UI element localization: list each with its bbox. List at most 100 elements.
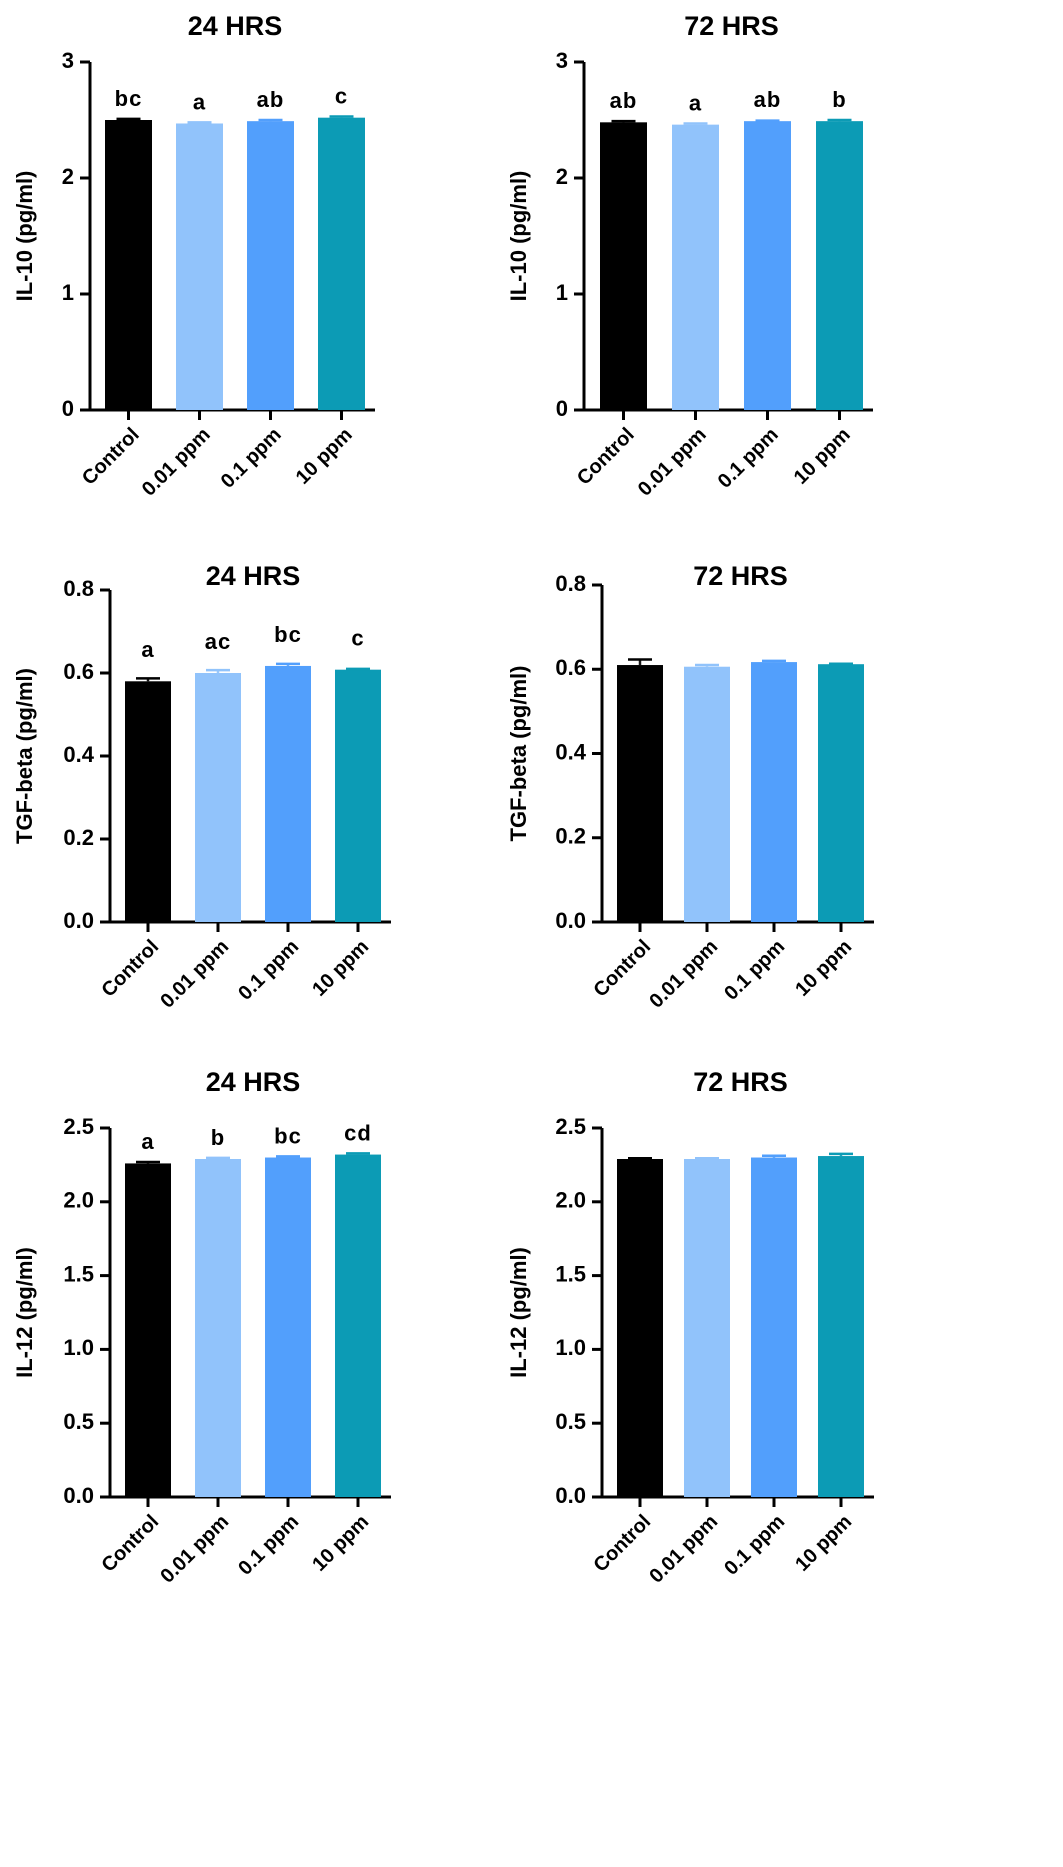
significance-label: a <box>141 1129 154 1154</box>
bar-10-ppm <box>816 121 863 410</box>
x-tick-label: Control <box>589 1511 655 1577</box>
y-tick-label: 1.5 <box>555 1261 586 1286</box>
bar-0-1-ppm <box>751 662 797 922</box>
bar-10-ppm <box>335 1154 381 1497</box>
significance-label: ab <box>610 88 638 113</box>
bar-control <box>617 665 663 922</box>
bar-0-1-ppm <box>247 121 294 410</box>
chart-title: 72 HRS <box>693 561 788 591</box>
x-tick-label: 10 ppm <box>308 936 373 1001</box>
chart-title: 24 HRS <box>188 11 283 41</box>
x-tick-label: Control <box>97 936 163 1002</box>
significance-label: bc <box>274 622 302 647</box>
bar-0-01-ppm <box>195 1158 241 1497</box>
y-tick-label: 0.0 <box>555 1483 586 1508</box>
y-tick-label: 0.0 <box>63 1483 94 1508</box>
y-axis-label: IL-10 (pg/ml) <box>12 171 37 302</box>
y-tick-label: 2.5 <box>63 1114 94 1139</box>
significance-label: c <box>335 83 348 108</box>
x-tick-label: Control <box>78 424 144 490</box>
x-tick-label: 0.1 ppm <box>234 936 303 1005</box>
x-tick-label: 10 ppm <box>791 1511 856 1576</box>
y-tick-label: 0.0 <box>63 908 94 933</box>
y-tick-label: 0 <box>556 396 568 421</box>
significance-label: cd <box>344 1120 372 1145</box>
significance-label: c <box>351 625 364 650</box>
chart-panel-6: 72 HRS IL-12 (pg/ml) 0.0 0.5 1.0 1.5 2.0 2.5 Con… <box>506 1067 874 1588</box>
y-tick-label: 0.4 <box>63 742 94 767</box>
x-tick-label: Control <box>573 424 639 490</box>
y-tick-label: 0.8 <box>63 576 94 601</box>
bar-control <box>617 1158 663 1497</box>
bar-0-01-ppm <box>176 123 223 410</box>
chart-title: 24 HRS <box>206 561 301 591</box>
bar-0-01-ppm <box>672 124 719 410</box>
chart-title: 72 HRS <box>693 1067 788 1097</box>
chart-title: 24 HRS <box>206 1067 301 1097</box>
x-tick-label: 10 ppm <box>292 424 357 489</box>
significance-label: bc <box>115 86 143 111</box>
bar-0-1-ppm <box>265 665 311 922</box>
y-tick-label: 3 <box>556 48 568 73</box>
x-tick-label: 0.1 ppm <box>217 424 286 493</box>
x-tick-label: 0.01 ppm <box>138 424 215 501</box>
chart-title: 72 HRS <box>684 11 779 41</box>
x-tick-label: 0.1 ppm <box>720 936 789 1005</box>
x-tick-label: 0.1 ppm <box>234 1511 303 1580</box>
bar-control <box>600 122 647 410</box>
y-tick-label: 0.4 <box>555 739 586 764</box>
bar-10-ppm <box>335 669 381 922</box>
significance-label: bc <box>274 1123 302 1148</box>
y-axis-label: IL-12 (pg/ml) <box>12 1247 37 1378</box>
bar-0-1-ppm <box>265 1157 311 1497</box>
x-tick-label: 10 ppm <box>791 936 856 1001</box>
y-tick-label: 0.2 <box>63 825 94 850</box>
y-tick-label: 1 <box>556 280 568 305</box>
y-axis-label: TGF-beta (pg/ml) <box>12 668 37 844</box>
bar-10-ppm <box>818 664 864 922</box>
y-tick-label: 2.0 <box>63 1188 94 1213</box>
bar-0-1-ppm <box>751 1157 797 1497</box>
significance-label: b <box>211 1125 225 1150</box>
significance-label: a <box>141 637 154 662</box>
x-tick-label: 0.01 ppm <box>156 1511 233 1588</box>
y-tick-label: 0.8 <box>555 571 586 596</box>
chart-panel-1: 24 HRS IL-10 (pg/ml) 0 1 2 3 Control bc 0.01 ppm… <box>12 11 375 501</box>
chart-panel-5: 24 HRS IL-12 (pg/ml) 0.0 0.5 1.0 1.5 2.0 2.5 Con… <box>12 1067 391 1588</box>
bar-0-01-ppm <box>195 673 241 922</box>
significance-label: a <box>193 89 206 114</box>
x-tick-label: 10 ppm <box>308 1511 373 1576</box>
significance-label: ac <box>205 629 231 654</box>
bar-10-ppm <box>318 117 365 411</box>
significance-label: ab <box>257 87 285 112</box>
y-axis-label: IL-10 (pg/ml) <box>506 171 531 302</box>
x-tick-label: Control <box>97 1511 163 1577</box>
significance-label: a <box>689 90 702 115</box>
y-tick-label: 3 <box>62 48 74 73</box>
y-tick-label: 1.0 <box>555 1335 586 1360</box>
y-tick-label: 2 <box>556 164 568 189</box>
x-tick-label: 0.1 ppm <box>714 424 783 493</box>
bar-control <box>125 681 171 922</box>
significance-label: b <box>832 87 846 112</box>
y-tick-label: 0.5 <box>555 1409 586 1434</box>
y-tick-label: 0.6 <box>555 655 586 680</box>
bar-control <box>105 120 152 410</box>
y-tick-label: 0.0 <box>555 908 586 933</box>
x-tick-label: 0.01 ppm <box>156 936 233 1013</box>
bar-0-1-ppm <box>744 121 791 410</box>
chart-panel-4: 72 HRS TGF-beta (pg/ml) 0.0 0.2 0.4 0.6 0.8 Con… <box>506 561 874 1013</box>
significance-label: ab <box>754 87 782 112</box>
chart-panel-3: 24 HRS TGF-beta (pg/ml) 0.0 0.2 0.4 0.6 0.8 Con… <box>12 561 391 1013</box>
bar-10-ppm <box>818 1156 864 1497</box>
x-tick-label: 0.01 ppm <box>645 1511 722 1588</box>
y-tick-label: 0 <box>62 396 74 421</box>
x-tick-label: 10 ppm <box>790 424 855 489</box>
y-tick-label: 2.0 <box>555 1188 586 1213</box>
bar-control <box>125 1163 171 1497</box>
y-tick-label: 0.2 <box>555 824 586 849</box>
x-tick-label: 0.01 ppm <box>645 936 722 1013</box>
x-tick-label: 0.1 ppm <box>720 1511 789 1580</box>
